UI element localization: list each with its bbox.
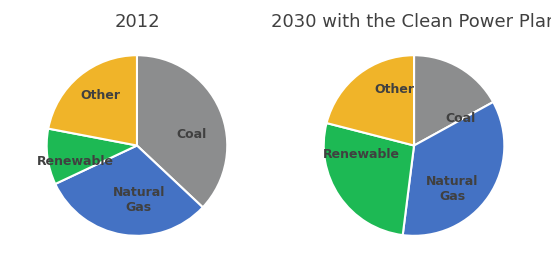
- Text: Other: Other: [81, 89, 121, 102]
- Wedge shape: [55, 146, 203, 236]
- Text: Natural
Gas: Natural Gas: [112, 186, 165, 214]
- Wedge shape: [327, 55, 414, 146]
- Text: Coal: Coal: [446, 112, 476, 125]
- Text: Renewable: Renewable: [37, 155, 114, 168]
- Title: 2012: 2012: [114, 13, 160, 31]
- Text: Natural
Gas: Natural Gas: [426, 175, 478, 203]
- Wedge shape: [47, 129, 137, 184]
- Wedge shape: [403, 102, 504, 236]
- Wedge shape: [324, 123, 414, 235]
- Wedge shape: [414, 55, 493, 146]
- Title: 2030 with the Clean Power Plan: 2030 with the Clean Power Plan: [271, 13, 551, 31]
- Text: Other: Other: [374, 83, 414, 96]
- Text: Renewable: Renewable: [323, 148, 400, 161]
- Wedge shape: [137, 55, 227, 207]
- Text: Coal: Coal: [176, 128, 206, 141]
- Wedge shape: [48, 55, 137, 146]
